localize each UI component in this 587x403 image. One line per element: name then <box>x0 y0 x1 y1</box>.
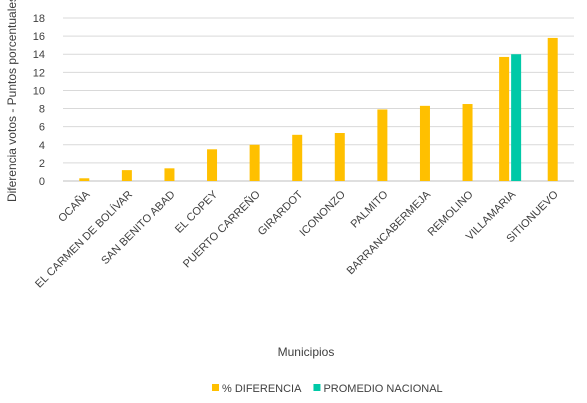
bar-diferencia <box>462 104 473 181</box>
x-tick-label: PUERTO CARREÑO <box>180 188 263 271</box>
y-tick-label: 8 <box>39 104 45 116</box>
x-tick-label: OCAÑA <box>56 187 93 224</box>
legend-swatch <box>313 384 321 391</box>
legend-swatch <box>212 384 219 391</box>
x-tick-label: SAN BENITO ABAD <box>99 189 177 267</box>
x-tick-label: ICONONZO <box>298 188 349 239</box>
x-tick-label: BARRANCABERMEJA <box>345 188 434 277</box>
bar-diferencia <box>121 170 132 181</box>
bar-diferencia <box>292 134 303 181</box>
bar-diferencia <box>207 149 218 181</box>
bars <box>79 37 558 181</box>
bar-diferencia <box>547 37 558 181</box>
y-tick-label: 16 <box>33 31 45 43</box>
x-tick-label: PALMITO <box>349 188 391 230</box>
bar-diferencia <box>249 144 260 181</box>
y-tick-label: 14 <box>33 49 45 61</box>
legend: % DIFERENCIA PROMEDIO NACIONAL <box>212 383 443 395</box>
y-tick-label: 12 <box>33 67 45 79</box>
y-axis-ticks: 0 2 4 6 8 10 12 14 16 18 <box>33 13 45 188</box>
bar-diferencia <box>499 56 510 181</box>
y-tick-label: 2 <box>39 158 45 170</box>
gridlines <box>63 17 574 182</box>
legend-label: PROMEDIO NACIONAL <box>323 383 442 395</box>
y-tick-label: 10 <box>33 85 45 97</box>
y-tick-label: 18 <box>33 13 45 25</box>
bar-promedio-nacional <box>511 54 522 181</box>
bar-diferencia <box>377 109 388 181</box>
y-tick-label: 6 <box>39 122 45 134</box>
y-tick-label: 0 <box>39 176 45 188</box>
legend-label: % DIFERENCIA <box>222 383 302 395</box>
y-tick-label: 4 <box>39 140 45 152</box>
bar-diferencia <box>334 133 345 181</box>
x-axis-title: Municipios <box>278 345 335 359</box>
bar-diferencia <box>164 168 175 181</box>
y-axis-title: Diferencia votos - Puntos porcentuales <box>5 0 19 202</box>
bar-diferencia <box>79 178 90 181</box>
bar-diferencia <box>419 105 430 181</box>
